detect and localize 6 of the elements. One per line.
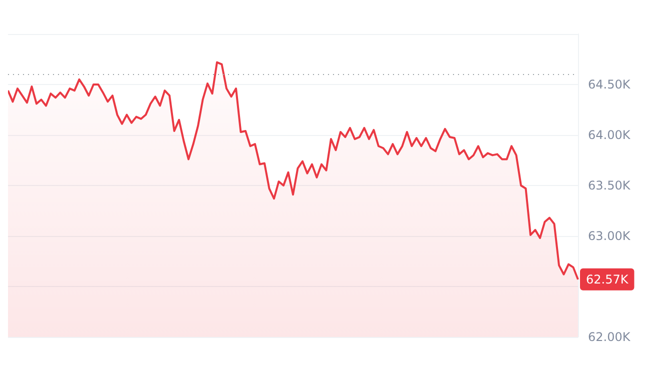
data-label: 62.57K: [586, 272, 630, 286]
y-tick-label: 62.00K: [588, 330, 632, 344]
y-tick-label: 64.50K: [588, 78, 632, 92]
y-tick-label: 63.00K: [588, 229, 632, 243]
y-tick-label: 64.00K: [588, 128, 632, 142]
y-tick-label: 63.50K: [588, 178, 632, 192]
